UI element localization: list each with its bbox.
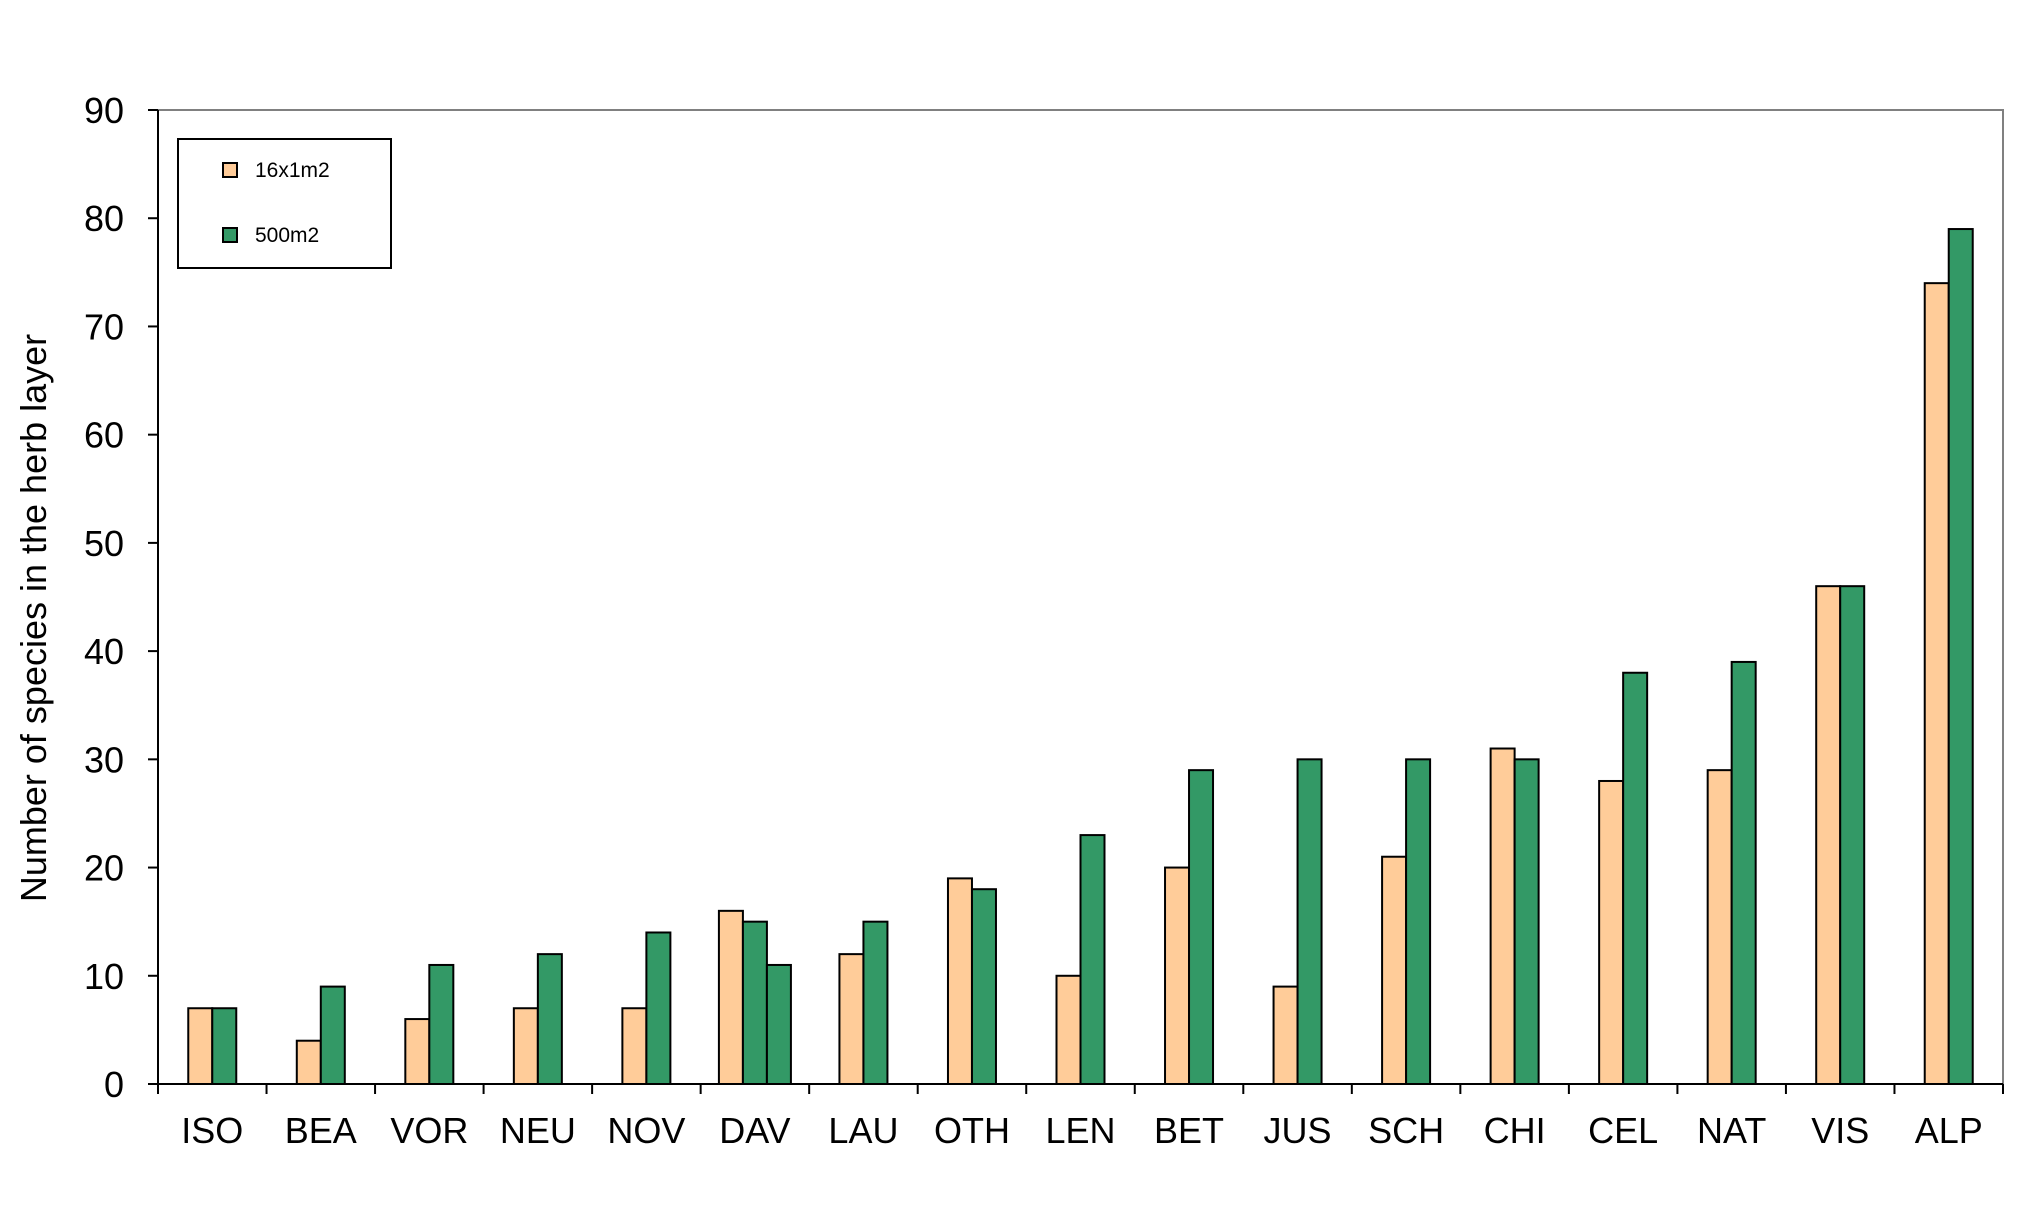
- x-tick-label: VIS: [1811, 1110, 1869, 1151]
- y-axis: 0 10 20 30 40 50 60 70 80 90: [84, 90, 159, 1105]
- bar-iso-16x1m2: [187, 1007, 214, 1085]
- x-axis: ISO BEA VOR NEU NOV DAV LAU OTH LEN BET JUS SCH CHI C…: [157, 1083, 2004, 1151]
- bar-nov-500m2: [645, 931, 672, 1085]
- y-axis-title: Number of species in the herb layer: [13, 334, 54, 902]
- y-tick-label: 90: [84, 90, 124, 131]
- bar-dav-16x1m2: [717, 909, 744, 1085]
- bar-sch-16x1m2: [1381, 855, 1408, 1085]
- x-tick-label: OTH: [934, 1110, 1010, 1151]
- x-tick-label: BET: [1154, 1110, 1224, 1151]
- x-tick-label: NEU: [500, 1110, 576, 1151]
- bar-len-16x1m2: [1055, 974, 1082, 1085]
- x-tick-label: LEN: [1045, 1110, 1115, 1151]
- bar-vor-500m2: [428, 963, 455, 1086]
- bar-nat-500m2: [1730, 660, 1757, 1086]
- y-tick-label: 80: [84, 198, 124, 239]
- y-tick-label: 70: [84, 306, 124, 347]
- bar-iso-500m2: [211, 1007, 238, 1085]
- bar-bet-16x1m2: [1164, 866, 1191, 1085]
- bar-sch-500m2: [1405, 758, 1432, 1085]
- bar-neu-16x1m2: [512, 1007, 539, 1085]
- bar-alp-500m2: [1947, 228, 1974, 1086]
- x-tick-label: NOV: [607, 1110, 685, 1151]
- bar-vis-16x1m2: [1815, 585, 1842, 1086]
- y-tick-label: 30: [84, 739, 124, 780]
- y-tick-label: 20: [84, 848, 124, 889]
- x-tick-label: JUS: [1264, 1110, 1332, 1151]
- legend-label-16x1m2: 16x1m2: [255, 159, 330, 182]
- bar-cel-500m2: [1622, 671, 1649, 1085]
- bar-neu-500m2: [536, 953, 563, 1086]
- legend-swatch-16x1m2: [222, 162, 238, 178]
- bar-vis-500m2: [1839, 585, 1866, 1086]
- bar-chi-16x1m2: [1489, 747, 1516, 1085]
- bar-bea-16x1m2: [295, 1039, 322, 1085]
- legend-label-500m2: 500m2: [255, 224, 319, 247]
- legend-swatch-500m2: [222, 227, 238, 243]
- bar-vor-16x1m2: [404, 1018, 431, 1085]
- y-tick-label: 40: [84, 631, 124, 672]
- x-tick-label: CEL: [1588, 1110, 1658, 1151]
- bar-cel-16x1m2: [1598, 779, 1625, 1085]
- bar-dav-extra: [765, 963, 792, 1086]
- x-tick-label: VOR: [390, 1110, 468, 1151]
- y-tick-label: 60: [84, 415, 124, 456]
- bar-jus-16x1m2: [1272, 985, 1299, 1085]
- x-tick-label: BEA: [285, 1110, 357, 1151]
- bar-jus-500m2: [1296, 758, 1323, 1085]
- x-tick-label: DAV: [719, 1110, 790, 1151]
- bars: [187, 228, 1974, 1086]
- x-tick-label: CHI: [1484, 1110, 1546, 1151]
- legend-box: [177, 138, 392, 269]
- bar-bet-500m2: [1188, 769, 1215, 1086]
- x-tick-label: LAU: [828, 1110, 898, 1151]
- y-tick-label: 50: [84, 523, 124, 564]
- bar-lau-16x1m2: [838, 953, 865, 1086]
- bar-oth-500m2: [970, 888, 997, 1086]
- bar-oth-16x1m2: [946, 877, 973, 1086]
- x-tick-label: ISO: [181, 1110, 243, 1151]
- bar-len-500m2: [1079, 834, 1106, 1085]
- x-tick-label: SCH: [1368, 1110, 1444, 1151]
- bar-lau-500m2: [862, 920, 889, 1086]
- x-tick-label: ALP: [1915, 1110, 1983, 1151]
- y-tick-label: 0: [104, 1064, 124, 1105]
- x-tick-label: NAT: [1697, 1110, 1766, 1151]
- y-tick-label: 10: [84, 956, 124, 997]
- legend: 16x1m2 500m2: [177, 138, 392, 269]
- bar-dav-500m2: [741, 920, 768, 1086]
- bar-alp-16x1m2: [1923, 282, 1950, 1085]
- bar-nat-16x1m2: [1706, 769, 1733, 1086]
- bar-bea-500m2: [319, 985, 346, 1085]
- bar-nov-16x1m2: [621, 1007, 648, 1085]
- bar-chi-500m2: [1513, 758, 1540, 1085]
